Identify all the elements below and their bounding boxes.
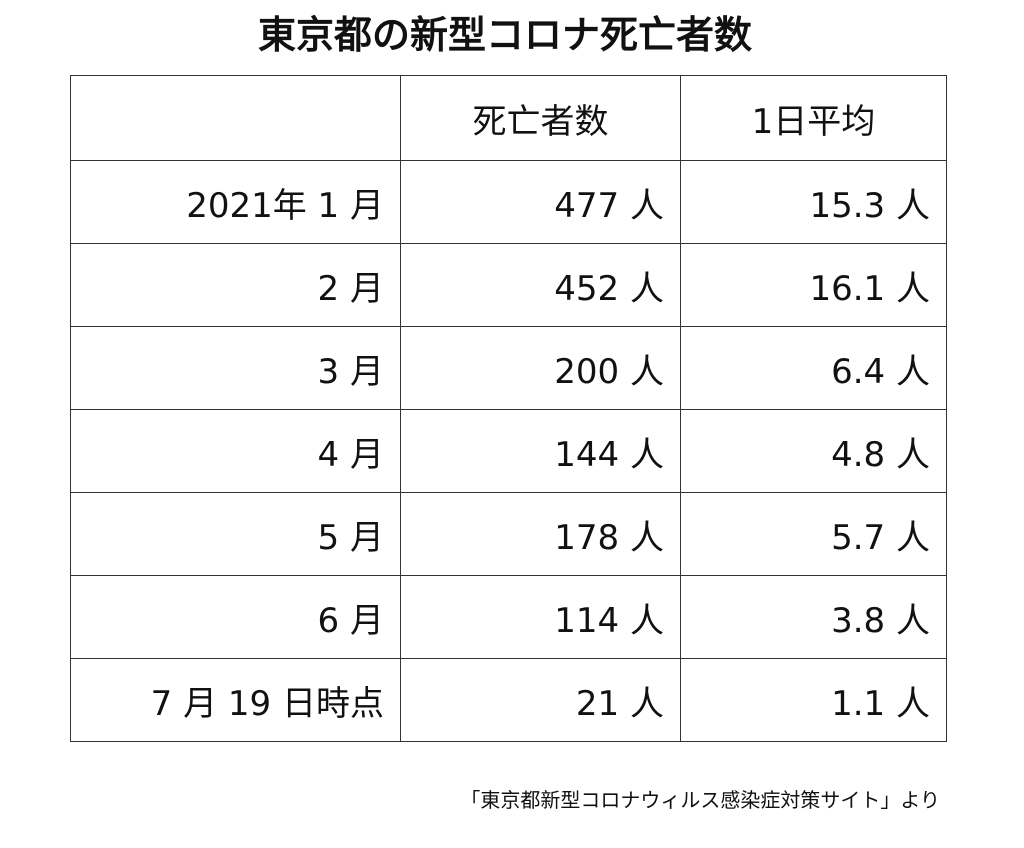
table-cell: 16.1 人 [680,243,947,327]
table-row: 5 月 178 人 5.7 人 [70,492,947,576]
row-label: 3 月 [70,326,401,410]
row-label: 5 月 [70,492,401,576]
table-cell: 477 人 [400,160,681,244]
table-row: 3 月 200 人 6.4 人 [70,326,947,410]
table-cell: 6.4 人 [680,326,947,410]
title: 東京都の新型コロナ死亡者数 [257,13,752,57]
table-cell: 1.1 人 [680,658,947,742]
header-cell [70,75,401,161]
header-cell: 死亡者数 [400,75,681,161]
table-row: 2021年 1 月 477 人 15.3 人 [70,160,947,244]
table-cell: 15.3 人 [680,160,947,244]
row-label: 2 月 [70,243,401,327]
header-row: 死亡者数 1日平均 [70,75,947,161]
table-cell: 3.8 人 [680,575,947,659]
table-row: 2 月 452 人 16.1 人 [70,243,947,327]
table-cell: 144 人 [400,409,681,493]
table-row: 4 月 144 人 4.8 人 [70,409,947,493]
table-cell: 178 人 [400,492,681,576]
source-note: 「東京都新型コロナウィルス感染症対策サイト」より [460,788,940,812]
row-label: 2021年 1 月 [70,160,401,244]
table-row: 7 月 19 日時点 21 人 1.1 人 [70,658,947,742]
table-cell: 114 人 [400,575,681,659]
header-cell: 1日平均 [680,75,947,161]
table-row: 6 月 114 人 3.8 人 [70,575,947,659]
table-cell: 4.8 人 [680,409,947,493]
table-cell: 21 人 [400,658,681,742]
table-cell: 5.7 人 [680,492,947,576]
table-cell: 452 人 [400,243,681,327]
row-label: 6 月 [70,575,401,659]
row-label: 4 月 [70,409,401,493]
table-cell: 200 人 [400,326,681,410]
row-label: 7 月 19 日時点 [70,658,401,742]
